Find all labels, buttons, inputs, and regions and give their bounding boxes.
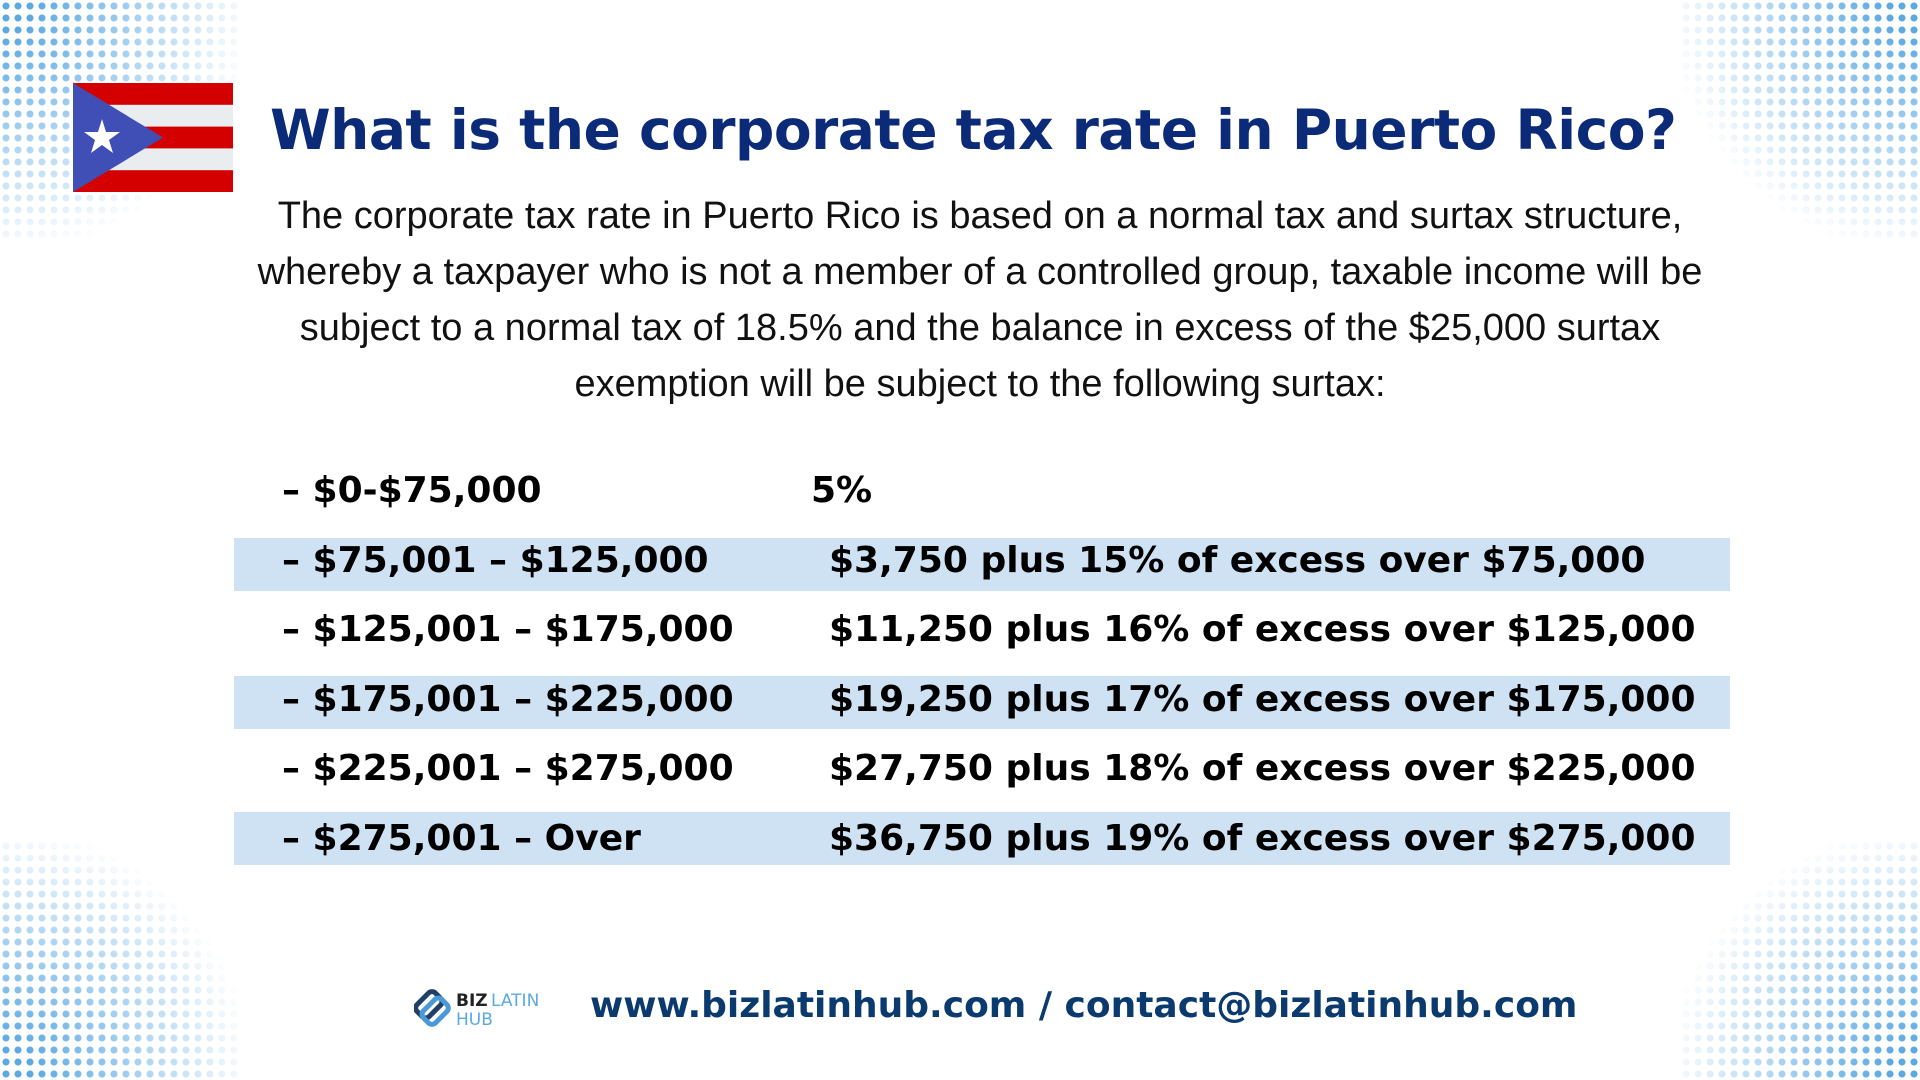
row-highlight: [234, 676, 1730, 729]
surtax: $27,750 plus 18% of excess over $225,000: [829, 748, 1696, 789]
surtax: $11,250 plus 16% of excess over $125,000: [829, 609, 1696, 650]
page-title: What is the corporate tax rate in Puerto…: [270, 98, 1677, 162]
bracket: – $125,001 – $175,000: [282, 609, 734, 650]
halftone-decoration: [1680, 840, 1920, 1080]
halftone-decoration: [0, 840, 240, 1080]
bracket: – $75,001 – $125,000: [282, 540, 709, 581]
svg-text:HUB: HUB: [456, 1010, 493, 1030]
surtax: $19,250 plus 17% of excess over $175,000: [829, 679, 1696, 720]
puerto-rico-flag-icon: [73, 83, 233, 192]
bracket: – $275,001 – Over: [282, 818, 641, 859]
svg-text:BIZ: BIZ: [456, 991, 488, 1011]
bracket: – $225,001 – $275,000: [282, 748, 734, 789]
bracket: – $0-$75,000: [282, 470, 542, 511]
halftone-decoration: [1680, 0, 1920, 240]
surtax: $3,750 plus 15% of excess over $75,000: [829, 540, 1646, 581]
bizlatinhub-logo: BIZ LATIN HUB: [414, 989, 539, 1030]
surtax: $36,750 plus 19% of excess over $275,000: [829, 818, 1696, 859]
svg-text:LATIN: LATIN: [491, 991, 539, 1011]
intro-paragraph: The corporate tax rate in Puerto Rico is…: [257, 195, 1703, 405]
bracket: – $175,001 – $225,000: [282, 679, 734, 720]
row-highlight: [234, 812, 1730, 865]
row-highlight: [234, 538, 1730, 591]
contact-info: www.bizlatinhub.com / contact@bizlatinhu…: [590, 985, 1578, 1026]
surtax: 5%: [811, 470, 873, 511]
